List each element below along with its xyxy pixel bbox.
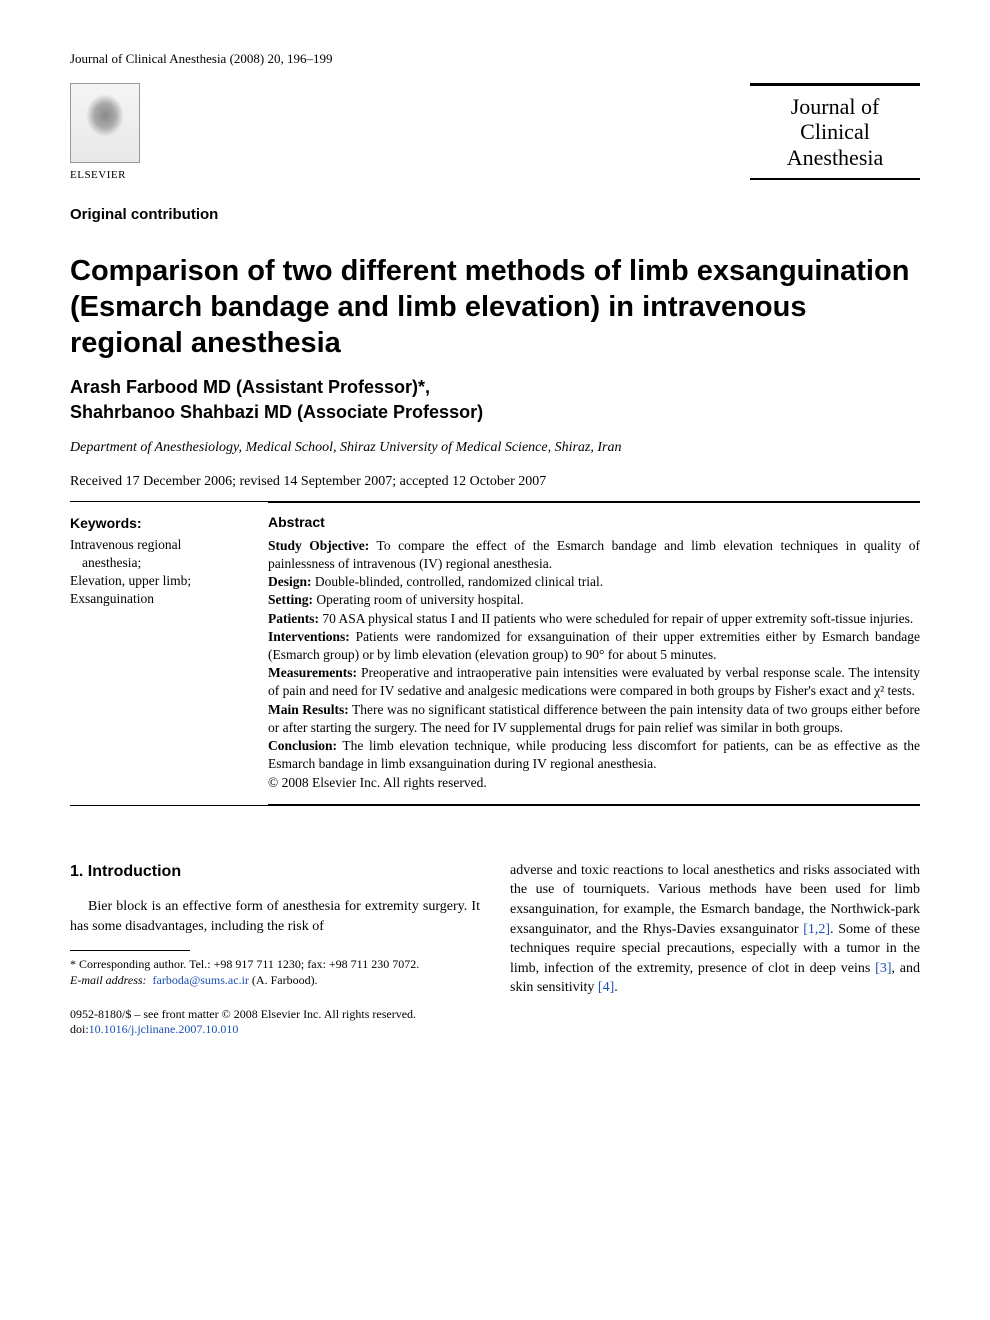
abstract-label: Measurements: bbox=[268, 665, 357, 680]
abstract-text: Patients were randomized for exsanguinat… bbox=[268, 629, 920, 662]
abstract-item: Setting: Operating room of university ho… bbox=[268, 591, 920, 609]
email-suffix: (A. Farbood). bbox=[249, 973, 318, 987]
journal-line-2: Clinical bbox=[760, 119, 910, 144]
doi-line: doi:10.1016/j.jclinane.2007.10.010 bbox=[70, 1022, 480, 1038]
left-column: 1. Introduction Bier block is an effecti… bbox=[70, 861, 480, 1038]
article-dates: Received 17 December 2006; revised 14 Se… bbox=[70, 472, 920, 492]
section-type: Original contribution bbox=[70, 204, 920, 225]
publisher-name: ELSEVIER bbox=[70, 168, 126, 183]
text-frag: . bbox=[614, 980, 618, 995]
article-title: Comparison of two different methods of l… bbox=[70, 253, 920, 362]
abstract-label: Conclusion: bbox=[268, 738, 337, 753]
abstract-copyright: © 2008 Elsevier Inc. All rights reserved… bbox=[268, 774, 920, 792]
email-label: E-mail address: bbox=[70, 973, 147, 987]
body-columns: 1. Introduction Bier block is an effecti… bbox=[70, 861, 920, 1038]
ref-link-3[interactable]: [3] bbox=[875, 961, 891, 976]
doi-label: doi: bbox=[70, 1022, 89, 1036]
doi-link[interactable]: 10.1016/j.jclinane.2007.10.010 bbox=[89, 1022, 239, 1036]
author-2: Shahrbanoo Shahbazi MD (Associate Profes… bbox=[70, 400, 920, 424]
abstract-label: Study Objective: bbox=[268, 538, 369, 553]
keywords-list: Intravenous regional anesthesia; Elevati… bbox=[70, 536, 240, 609]
abstract-text: There was no significant statistical dif… bbox=[268, 702, 920, 735]
intro-heading: 1. Introduction bbox=[70, 861, 480, 883]
journal-title-box: Journal of Clinical Anesthesia bbox=[750, 83, 920, 180]
abstract-label: Setting: bbox=[268, 592, 313, 607]
publisher-block: ELSEVIER bbox=[70, 83, 140, 183]
ref-link-4[interactable]: [4] bbox=[598, 980, 614, 995]
abstract-text: Operating room of university hospital. bbox=[313, 592, 524, 607]
keyword-item: Intravenous regional anesthesia; bbox=[70, 536, 240, 572]
right-column: adverse and toxic reactions to local ane… bbox=[510, 861, 920, 1038]
header-row: ELSEVIER Journal of Clinical Anesthesia bbox=[70, 83, 920, 183]
abstract-label: Interventions: bbox=[268, 629, 350, 644]
running-head: Journal of Clinical Anesthesia (2008) 20… bbox=[70, 50, 920, 68]
keywords-column: Keywords: Intravenous regional anesthesi… bbox=[70, 514, 240, 791]
intro-paragraph-right: adverse and toxic reactions to local ane… bbox=[510, 861, 920, 998]
keywords-heading: Keywords: bbox=[70, 514, 240, 534]
corresponding-footnote: * Corresponding author. Tel.: +98 917 71… bbox=[70, 957, 480, 988]
abstract-item: Design: Double-blinded, controlled, rand… bbox=[268, 573, 920, 591]
affiliation: Department of Anesthesiology, Medical Sc… bbox=[70, 438, 920, 458]
abstract-item: Patients: 70 ASA physical status I and I… bbox=[268, 610, 920, 628]
keyword-item: Exsanguination bbox=[70, 590, 240, 608]
abstract-text: 70 ASA physical status I and II patients… bbox=[319, 611, 913, 626]
journal-line-3: Anesthesia bbox=[760, 145, 910, 170]
abstract-text: Double-blinded, controlled, randomized c… bbox=[312, 574, 604, 589]
footnote-rule bbox=[70, 950, 190, 951]
abstract-label: Design: bbox=[268, 574, 312, 589]
abstract-item: Interventions: Patients were randomized … bbox=[268, 628, 920, 664]
elsevier-tree-icon bbox=[70, 83, 140, 163]
corresponding-text: * Corresponding author. Tel.: +98 917 71… bbox=[70, 957, 480, 973]
abstract-item: Study Objective: To compare the effect o… bbox=[268, 537, 920, 573]
abstract-heading: Abstract bbox=[268, 513, 920, 533]
intro-paragraph-left: Bier block is an effective form of anest… bbox=[70, 897, 480, 936]
abstract-item: Main Results: There was no significant s… bbox=[268, 701, 920, 737]
front-matter-line: 0952-8180/$ – see front matter © 2008 El… bbox=[70, 1007, 480, 1023]
abstract-label: Main Results: bbox=[268, 702, 349, 717]
abstract-body: Study Objective: To compare the effect o… bbox=[268, 537, 920, 792]
bottom-matter: 0952-8180/$ – see front matter © 2008 El… bbox=[70, 1007, 480, 1038]
journal-line-1: Journal of bbox=[760, 94, 910, 119]
email-link[interactable]: farboda@sums.ac.ir bbox=[153, 973, 249, 987]
abstract-text: The limb elevation technique, while prod… bbox=[268, 738, 920, 771]
keyword-item: Elevation, upper limb; bbox=[70, 572, 240, 590]
abstract-item: Conclusion: The limb elevation technique… bbox=[268, 737, 920, 773]
meta-box: Keywords: Intravenous regional anesthesi… bbox=[70, 501, 920, 806]
authors: Arash Farbood MD (Assistant Professor)*,… bbox=[70, 375, 920, 424]
author-1: Arash Farbood MD (Assistant Professor)*, bbox=[70, 375, 920, 399]
abstract-text: Preoperative and intraoperative pain int… bbox=[268, 665, 920, 698]
abstract-label: Patients: bbox=[268, 611, 319, 626]
ref-link-1-2[interactable]: [1,2] bbox=[803, 922, 830, 937]
email-line: E-mail address: farboda@sums.ac.ir (A. F… bbox=[70, 973, 480, 989]
abstract-column: Abstract Study Objective: To compare the… bbox=[268, 502, 920, 805]
abstract-item: Measurements: Preoperative and intraoper… bbox=[268, 664, 920, 700]
